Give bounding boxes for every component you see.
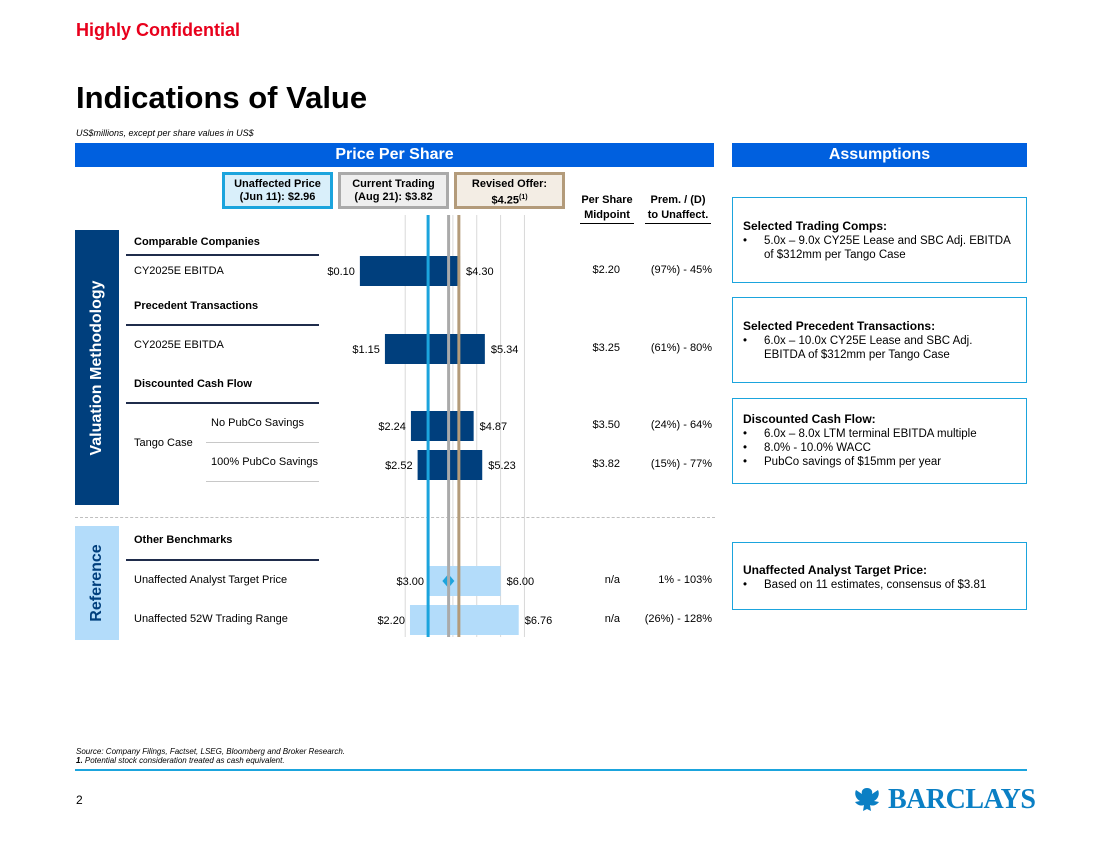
assumption-dcf: Discounted Cash Flow: 6.0x – 8.0x LTM te…: [732, 398, 1027, 484]
bar-high-label: $6.00: [507, 576, 535, 588]
assumption-bullet: 5.0x – 9.0x CY25E Lease and SBC Adj. EBI…: [743, 234, 1016, 262]
range-bar: [359, 256, 461, 286]
premium-column-header: Prem. / (D) to Unaffect.: [643, 193, 713, 224]
bar-high-label: $4.87: [480, 421, 508, 433]
footer-divider: [75, 769, 1027, 771]
assumption-trading-comps: Selected Trading Comps: 5.0x – 9.0x CY25…: [732, 197, 1027, 283]
bar-low-label: $1.15: [352, 344, 380, 356]
bar-low-label: $3.00: [397, 576, 425, 588]
premium-value: (15%) - 77%: [650, 458, 712, 470]
row-divider: [206, 481, 319, 482]
assumption-precedent-transactions: Selected Precedent Transactions: 6.0x – …: [732, 297, 1027, 383]
bar-low-label: $2.52: [385, 460, 413, 472]
assumption-bullet: Based on 11 estimates, consensus of $3.8…: [743, 578, 1016, 592]
valuation-methodology-banner: Valuation Methodology: [75, 230, 119, 505]
assumption-bullet: 6.0x – 10.0x CY25E Lease and SBC Adj. EB…: [743, 334, 1016, 362]
row-label-52w-range: Unaffected 52W Trading Range: [134, 613, 288, 625]
premium-value: (97%) - 45%: [650, 264, 712, 276]
assumption-bullet: 6.0x – 8.0x LTM terminal EBITDA multiple: [743, 427, 1016, 441]
midpoint-value: $3.82: [592, 458, 620, 470]
page-number: 2: [76, 793, 83, 807]
row-label-analyst-target: Unaffected Analyst Target Price: [134, 574, 288, 586]
revised-offer-line1: Revised Offer:: [471, 178, 548, 190]
bar-low-label: $0.10: [327, 266, 355, 278]
source-note: Source: Company Filings, Factset, LSEG, …: [76, 747, 346, 756]
footnote-1: 1. Potential stock consideration treated…: [76, 756, 285, 765]
footnote-marker: (1): [518, 194, 528, 201]
bar-high-label: $5.23: [488, 460, 516, 472]
assumption-analyst-target: Unaffected Analyst Target Price: Based o…: [732, 542, 1027, 610]
price-per-share-header: Price Per Share: [75, 143, 714, 167]
range-bar: [409, 605, 519, 635]
footnotes: Source: Company Filings, Factset, LSEG, …: [76, 747, 345, 765]
midpoint-value: $2.20: [592, 264, 620, 276]
barclays-logo: BARCLAYS: [852, 784, 1036, 816]
dashed-separator: [75, 517, 715, 518]
row-label-comps-ebitda: CY2025E EBITDA: [134, 265, 224, 277]
assumption-bullet: PubCo savings of $15mm per year: [743, 455, 1016, 469]
section-divider: [126, 254, 319, 256]
range-bar: [429, 566, 501, 596]
bar-high-label: $6.76: [525, 615, 553, 627]
assumptions-header: Assumptions: [732, 143, 1027, 167]
bar-low-label: $2.24: [378, 421, 406, 433]
unaffected-price-line1: Unaffected Price: [234, 178, 321, 190]
eagle-icon: [855, 788, 879, 811]
premium-value: (61%) - 80%: [650, 342, 712, 354]
midpoint-value: $3.25: [592, 342, 620, 354]
revised-offer-box: Revised Offer: $4.25(1): [454, 172, 565, 209]
current-trading-line2: (Aug 21): $3.82: [354, 191, 433, 203]
assumption-title: Selected Trading Comps:: [743, 219, 888, 233]
reference-banner: Reference: [75, 526, 119, 640]
confidentiality-label: Highly Confidential: [76, 20, 240, 40]
bar-low-label: $2.20: [377, 615, 405, 627]
page-title: Indications of Value: [76, 80, 368, 115]
premium-value: 1% - 103%: [658, 574, 712, 586]
bar-high-label: $5.34: [491, 344, 519, 356]
tango-case-label: Tango Case: [134, 437, 193, 449]
row-label-no-pubco: No PubCo Savings: [211, 417, 304, 429]
premium-value: (26%) - 128%: [644, 613, 712, 625]
bar-high-label: $4.30: [466, 266, 494, 278]
revised-offer-line2: $4.25(1): [491, 194, 528, 207]
unaffected-price-line2: (Jun 11): $2.96: [239, 191, 316, 203]
midpoint-value: $3.50: [592, 419, 620, 431]
page-subtitle: US$millions, except per share values in …: [76, 128, 254, 138]
section-comparable-companies: Comparable Companies: [134, 236, 260, 248]
current-trading-box: Current Trading (Aug 21): $3.82: [338, 172, 449, 209]
midpoint-value: n/a: [604, 613, 620, 625]
current-trading-line1: Current Trading: [352, 178, 435, 190]
section-other-benchmarks: Other Benchmarks: [134, 534, 233, 546]
row-divider: [206, 442, 319, 443]
range-bar: [384, 334, 485, 364]
brand-wordmark: BARCLAYS: [888, 784, 1036, 815]
section-divider: [126, 559, 319, 561]
premium-value: (24%) - 64%: [650, 419, 712, 431]
row-label-full-pubco: 100% PubCo Savings: [211, 456, 319, 468]
range-bar: [410, 411, 474, 441]
assumption-title: Selected Precedent Transactions:: [743, 319, 936, 333]
midpoint-value: n/a: [604, 574, 620, 586]
midpoint-column-header: Per Share Midpoint: [575, 193, 639, 224]
assumption-title: Unaffected Analyst Target Price:: [743, 563, 928, 577]
assumption-title: Discounted Cash Flow:: [743, 412, 876, 426]
row-label-precedents-ebitda: CY2025E EBITDA: [134, 339, 224, 351]
unaffected-price-box: Unaffected Price (Jun 11): $2.96: [222, 172, 333, 209]
section-divider: [126, 324, 319, 326]
section-discounted-cash-flow: Discounted Cash Flow: [134, 378, 252, 390]
assumption-bullet: 8.0% - 10.0% WACC: [743, 441, 1016, 455]
section-precedent-transactions: Precedent Transactions: [134, 300, 259, 312]
section-divider: [126, 402, 319, 404]
